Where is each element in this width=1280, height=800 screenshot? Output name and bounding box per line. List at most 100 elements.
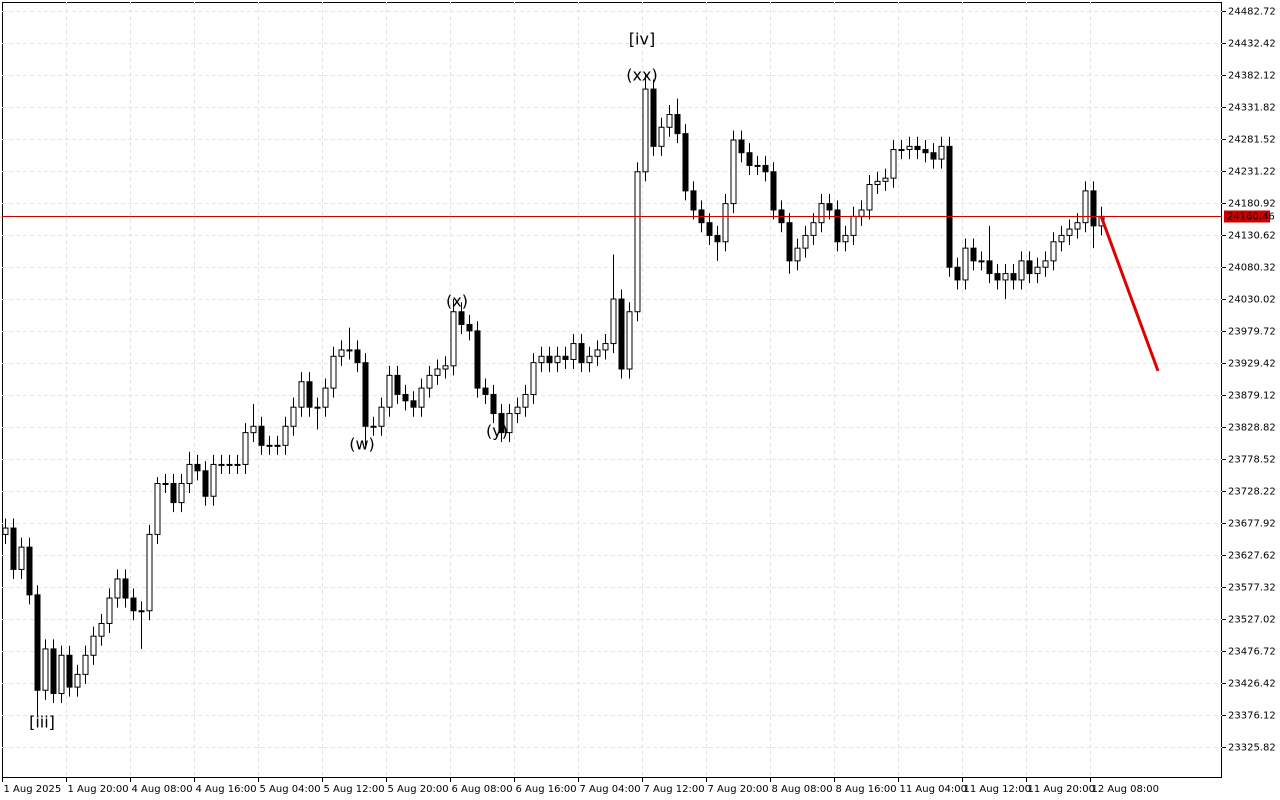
candle-body [658, 126, 665, 147]
candle-body [226, 463, 233, 466]
candle-body [234, 463, 241, 466]
candle-body [466, 323, 473, 332]
candle-body [962, 247, 969, 281]
candle [306, 372, 313, 417]
candle-body [42, 648, 49, 691]
candle [690, 181, 697, 220]
candle [138, 601, 145, 649]
candle [906, 136, 913, 160]
candle [1058, 225, 1065, 252]
candle [474, 321, 481, 398]
candle-body [818, 203, 825, 224]
candle [762, 155, 769, 182]
candle-body [794, 247, 801, 262]
y-tick-label: 24130.62 [1228, 231, 1276, 242]
candle [122, 569, 129, 608]
candle [1026, 251, 1033, 284]
candle-body [330, 355, 337, 389]
candle-body [306, 381, 313, 408]
x-tick-label: 11 Aug 12:00 [964, 784, 1031, 795]
candle-body [410, 400, 417, 408]
candle [226, 454, 233, 474]
candle-body [722, 203, 729, 243]
candle [34, 585, 41, 716]
candle-body [1066, 228, 1073, 236]
candle [186, 451, 193, 494]
candle [26, 537, 33, 605]
y-tick-label: 24382.12 [1228, 71, 1276, 82]
candle-body [154, 483, 161, 535]
candle [1018, 251, 1025, 290]
candle-body [314, 406, 321, 409]
candle-body [642, 88, 649, 173]
candle [618, 289, 625, 379]
candle-body [1042, 260, 1049, 268]
candle-body [450, 311, 457, 367]
candle [586, 346, 593, 373]
y-tick-label: 23979.72 [1228, 327, 1276, 338]
candle [1042, 251, 1049, 277]
candle [898, 139, 905, 160]
candle-body [10, 527, 17, 570]
candle-body [674, 114, 681, 135]
y-tick-label: 24231.22 [1228, 167, 1276, 178]
candle-body [378, 406, 385, 427]
candle [866, 174, 873, 220]
candle [418, 378, 425, 417]
candle-body [482, 387, 489, 395]
candle [378, 397, 385, 436]
candle [858, 200, 865, 226]
candle [826, 194, 833, 220]
candle-body [1082, 190, 1089, 224]
candle [74, 664, 81, 697]
candle [850, 206, 857, 245]
candle [666, 104, 673, 137]
candle [402, 384, 409, 411]
candle [1050, 232, 1057, 271]
candle-body [354, 349, 361, 364]
candle [2, 518, 9, 544]
x-tick-label: 5 Aug 20:00 [388, 784, 449, 795]
candle-body [106, 597, 113, 624]
candle [42, 639, 49, 700]
candle [50, 639, 57, 703]
candle-body [402, 393, 409, 402]
candle-body [810, 222, 817, 236]
candle [170, 473, 177, 513]
candle-body [18, 546, 25, 570]
candle-body [866, 184, 873, 211]
candle-body [146, 533, 153, 612]
wave-label: (y) [486, 422, 508, 441]
candle [994, 264, 1001, 290]
x-tick-label: 7 Aug 04:00 [580, 784, 641, 795]
y-tick-label: 23627.62 [1228, 551, 1276, 562]
candle [546, 346, 553, 373]
y-tick-label: 24482.72 [1228, 7, 1276, 18]
candle [18, 537, 25, 579]
candle-body [1026, 260, 1033, 275]
candle-body [554, 355, 561, 364]
candle [410, 391, 417, 417]
candle [354, 340, 361, 373]
candle [202, 461, 209, 506]
candle-body [490, 393, 497, 415]
candle [130, 588, 137, 621]
current-price-box [1224, 210, 1270, 223]
candle-body [58, 654, 65, 694]
plot-frame [2, 2, 1222, 778]
candle-body [626, 311, 633, 370]
y-tick-label: 23577.32 [1228, 583, 1276, 594]
candle-body [802, 234, 809, 249]
y-tick-label: 24331.82 [1228, 103, 1276, 114]
x-tick-label: 1 Aug 2025 [4, 784, 62, 795]
candle [522, 384, 529, 417]
candle [986, 225, 993, 284]
candle [554, 346, 561, 373]
candle [970, 238, 977, 271]
candle-body [434, 368, 441, 376]
candle [10, 518, 17, 579]
candle [530, 353, 537, 404]
candle-body [258, 425, 265, 446]
candle [330, 346, 337, 398]
candle [154, 477, 161, 544]
